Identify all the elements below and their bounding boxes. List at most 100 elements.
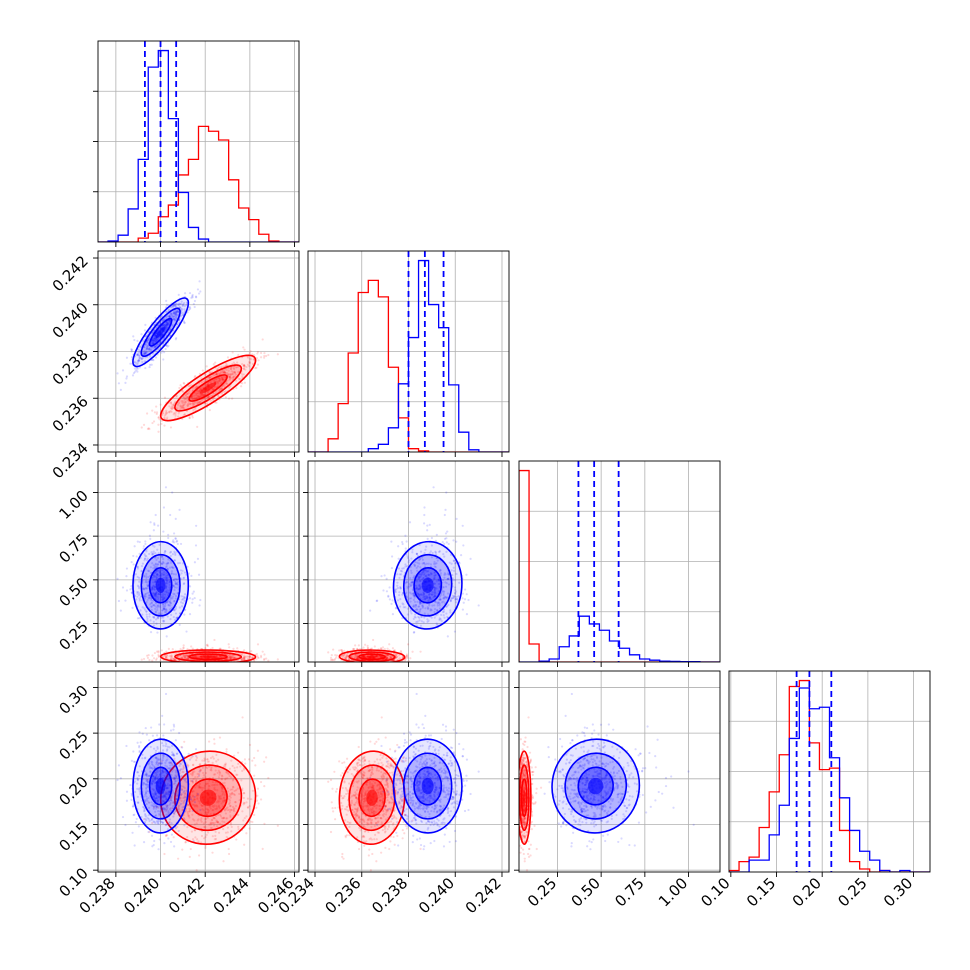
scatter-point [246,363,250,366]
scatter-point [197,392,200,395]
scatter-point [435,533,438,536]
scatter-point [243,364,246,367]
scatter-point [132,563,135,566]
scatter-point [390,540,393,543]
scatter-point [381,646,385,649]
scatter-point [469,557,472,560]
scatter-point [249,350,252,353]
scatter-point [174,612,178,615]
scatter-point [177,310,180,314]
scatter-point [136,353,139,357]
scatter-point [175,310,178,313]
scatter-point [144,540,147,543]
scatter-point [174,311,178,314]
scatter-point [265,354,268,358]
y-tick-label: 0.25 [55,618,91,654]
scatter-point [263,351,266,355]
scatter-point [184,400,187,404]
scatter-point [209,394,213,397]
scatter-point [253,659,256,662]
scatter-point [156,604,159,607]
scatter-point [215,654,218,658]
scatter-point [184,398,188,401]
scatter-point [185,630,188,633]
scatter-point [207,396,210,400]
scatter-point [172,413,175,416]
scatter-point [125,375,129,378]
scatter-point [194,401,197,404]
scatter-point [192,302,195,306]
axes-frame [97,460,300,663]
scatter-point [223,371,227,375]
scatter-point [179,404,182,407]
scatter-point [145,351,148,354]
scatter-point [219,371,222,374]
scatter-point [143,595,146,598]
scatter-point [229,373,232,376]
scatter-point [174,581,178,584]
scatter-point [256,352,259,355]
scatter-point [173,657,176,660]
scatter-point [200,381,203,384]
scatter-point [185,657,189,660]
scatter-point [164,324,168,327]
scatter-point [190,574,193,577]
scatter-point [191,293,194,297]
scatter-point [255,366,258,369]
scatter-point [154,345,157,349]
scatter-point [178,508,181,511]
scatter-point [216,380,219,383]
scatter-point [235,366,238,369]
panel-0-0 [93,40,300,247]
scatter-point [256,643,260,646]
scatter-point [174,537,177,540]
scatter-point [148,597,151,600]
scatter-point [193,397,197,400]
scatter-point [462,544,465,547]
scatter-point [152,420,156,423]
scatter-point [263,760,266,763]
scatter-point [193,596,196,600]
scatter-point [182,390,185,394]
scatter-point [166,561,170,564]
scatter-point [243,381,247,384]
scatter-point [157,324,160,327]
scatter-point [151,659,154,662]
scatter-point [208,740,211,743]
scatter-point [222,371,225,374]
scatter-point [161,655,164,658]
scatter-point [182,646,185,649]
scatter-point [432,486,435,489]
scatter-point [138,354,141,357]
scatter-point [161,324,165,327]
scatter-point [136,363,139,366]
scatter-point [165,321,168,324]
scatter-point [180,309,183,312]
scatter-point [210,375,214,378]
scatter-point [219,379,222,382]
scatter-point [170,654,173,657]
scatter-point [161,349,164,353]
scatter-point [220,372,223,375]
scatter-point [405,653,409,656]
scatter-point [182,320,185,323]
scatter-point [156,573,159,576]
scatter-point [182,404,185,407]
scatter-point [193,401,196,404]
scatter-point [184,656,187,659]
scatter-point [187,391,190,394]
scatter-point [198,400,201,403]
scatter-point [142,351,145,354]
density-contour [199,382,217,394]
scatter-point [165,577,169,580]
scatter-point [153,337,157,340]
scatter-point [147,594,150,597]
scatter-point [166,615,169,618]
scatter-point [218,377,221,380]
scatter-point [455,540,458,543]
scatter-point [131,374,135,377]
y-tick-label: 0.50 [55,574,91,610]
scatter-point [330,653,333,657]
scatter-point [243,365,246,368]
scatter-point [186,392,189,395]
